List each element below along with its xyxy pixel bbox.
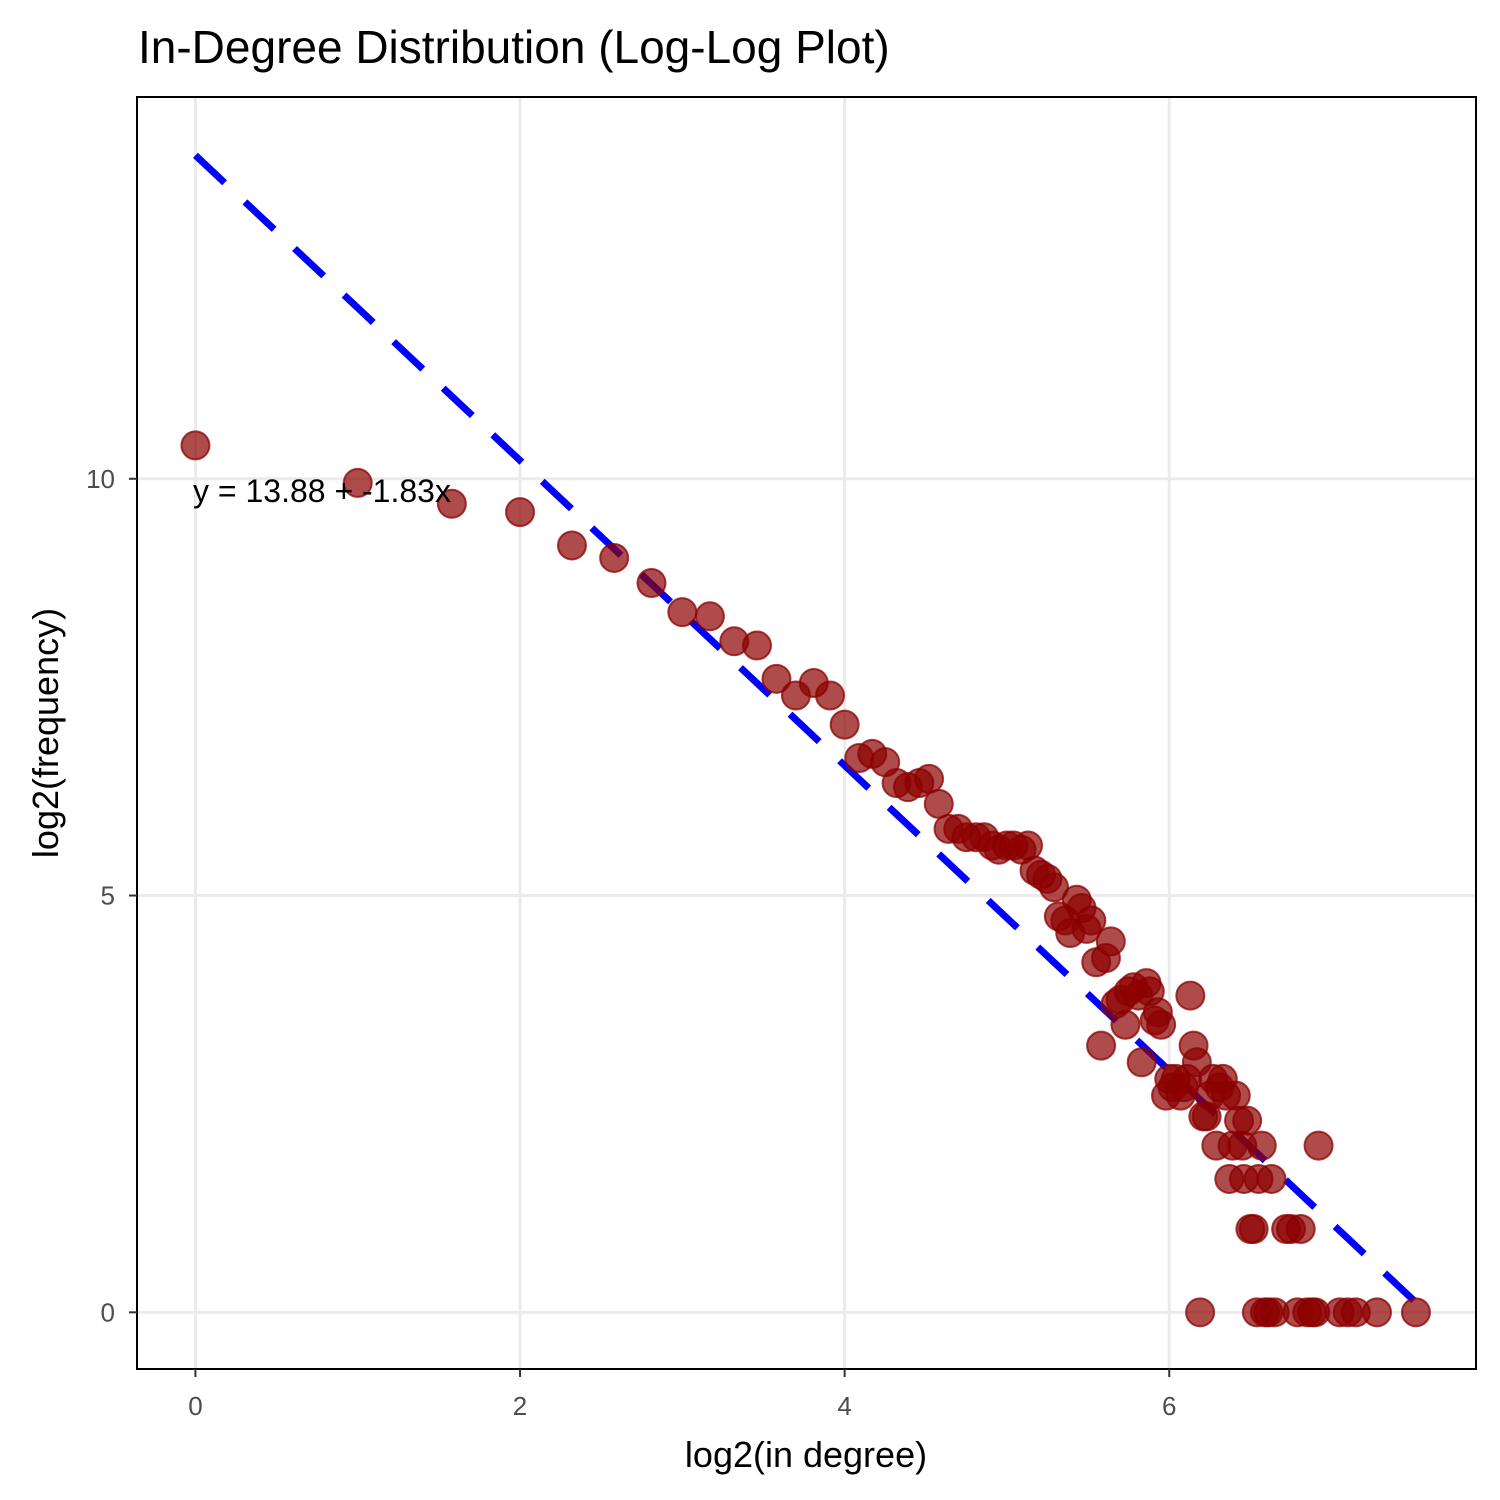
y-tick-label: 0: [101, 1297, 115, 1327]
data-point: [1146, 1009, 1177, 1040]
data-point: [1175, 980, 1206, 1011]
y-axis-title: log2(frequency): [25, 608, 66, 858]
data-point: [599, 542, 630, 573]
data-point: [342, 467, 373, 498]
data-points: [180, 430, 1431, 1328]
y-tick-label: 10: [86, 464, 115, 494]
data-point: [1220, 1080, 1251, 1111]
data-point: [1400, 1297, 1431, 1328]
x-tick-label: 2: [513, 1391, 527, 1421]
data-point: [1013, 830, 1044, 861]
data-point: [914, 763, 945, 794]
x-axis-title: log2(in degree): [685, 1434, 927, 1475]
data-point: [1086, 1030, 1117, 1061]
regression-annotation: y = 13.88 + -1.83x: [193, 473, 451, 509]
data-point: [1185, 1297, 1216, 1328]
data-point: [667, 597, 698, 628]
data-point: [1095, 926, 1126, 957]
y-tick-label: 5: [101, 881, 115, 911]
data-point: [1076, 905, 1107, 936]
data-point: [636, 567, 667, 598]
data-point: [741, 630, 772, 661]
axis-ticks: 0 2 4 6 0 5 10: [86, 464, 1176, 1421]
x-tick-label: 4: [837, 1391, 851, 1421]
plot-panel: [136, 96, 1477, 1370]
data-point: [1232, 1105, 1263, 1136]
data-point: [556, 530, 587, 561]
data-point: [1238, 1213, 1269, 1244]
data-point: [1110, 1009, 1141, 1040]
data-point: [436, 488, 467, 519]
data-point: [1256, 1163, 1287, 1194]
data-point: [1361, 1297, 1392, 1328]
chart-title: In-Degree Distribution (Log-Log Plot): [138, 21, 890, 73]
data-point: [1285, 1213, 1316, 1244]
data-point: [829, 709, 860, 740]
data-point: [505, 497, 536, 528]
data-point: [1303, 1130, 1334, 1161]
x-tick-label: 6: [1162, 1391, 1176, 1421]
data-point: [761, 663, 792, 694]
data-point: [180, 430, 211, 461]
data-point: [1246, 1130, 1277, 1161]
data-point: [923, 788, 954, 819]
data-point: [1126, 1047, 1157, 1078]
data-point: [815, 680, 846, 711]
x-tick-label: 0: [188, 1391, 202, 1421]
data-point: [1039, 872, 1070, 903]
data-point: [694, 601, 725, 632]
